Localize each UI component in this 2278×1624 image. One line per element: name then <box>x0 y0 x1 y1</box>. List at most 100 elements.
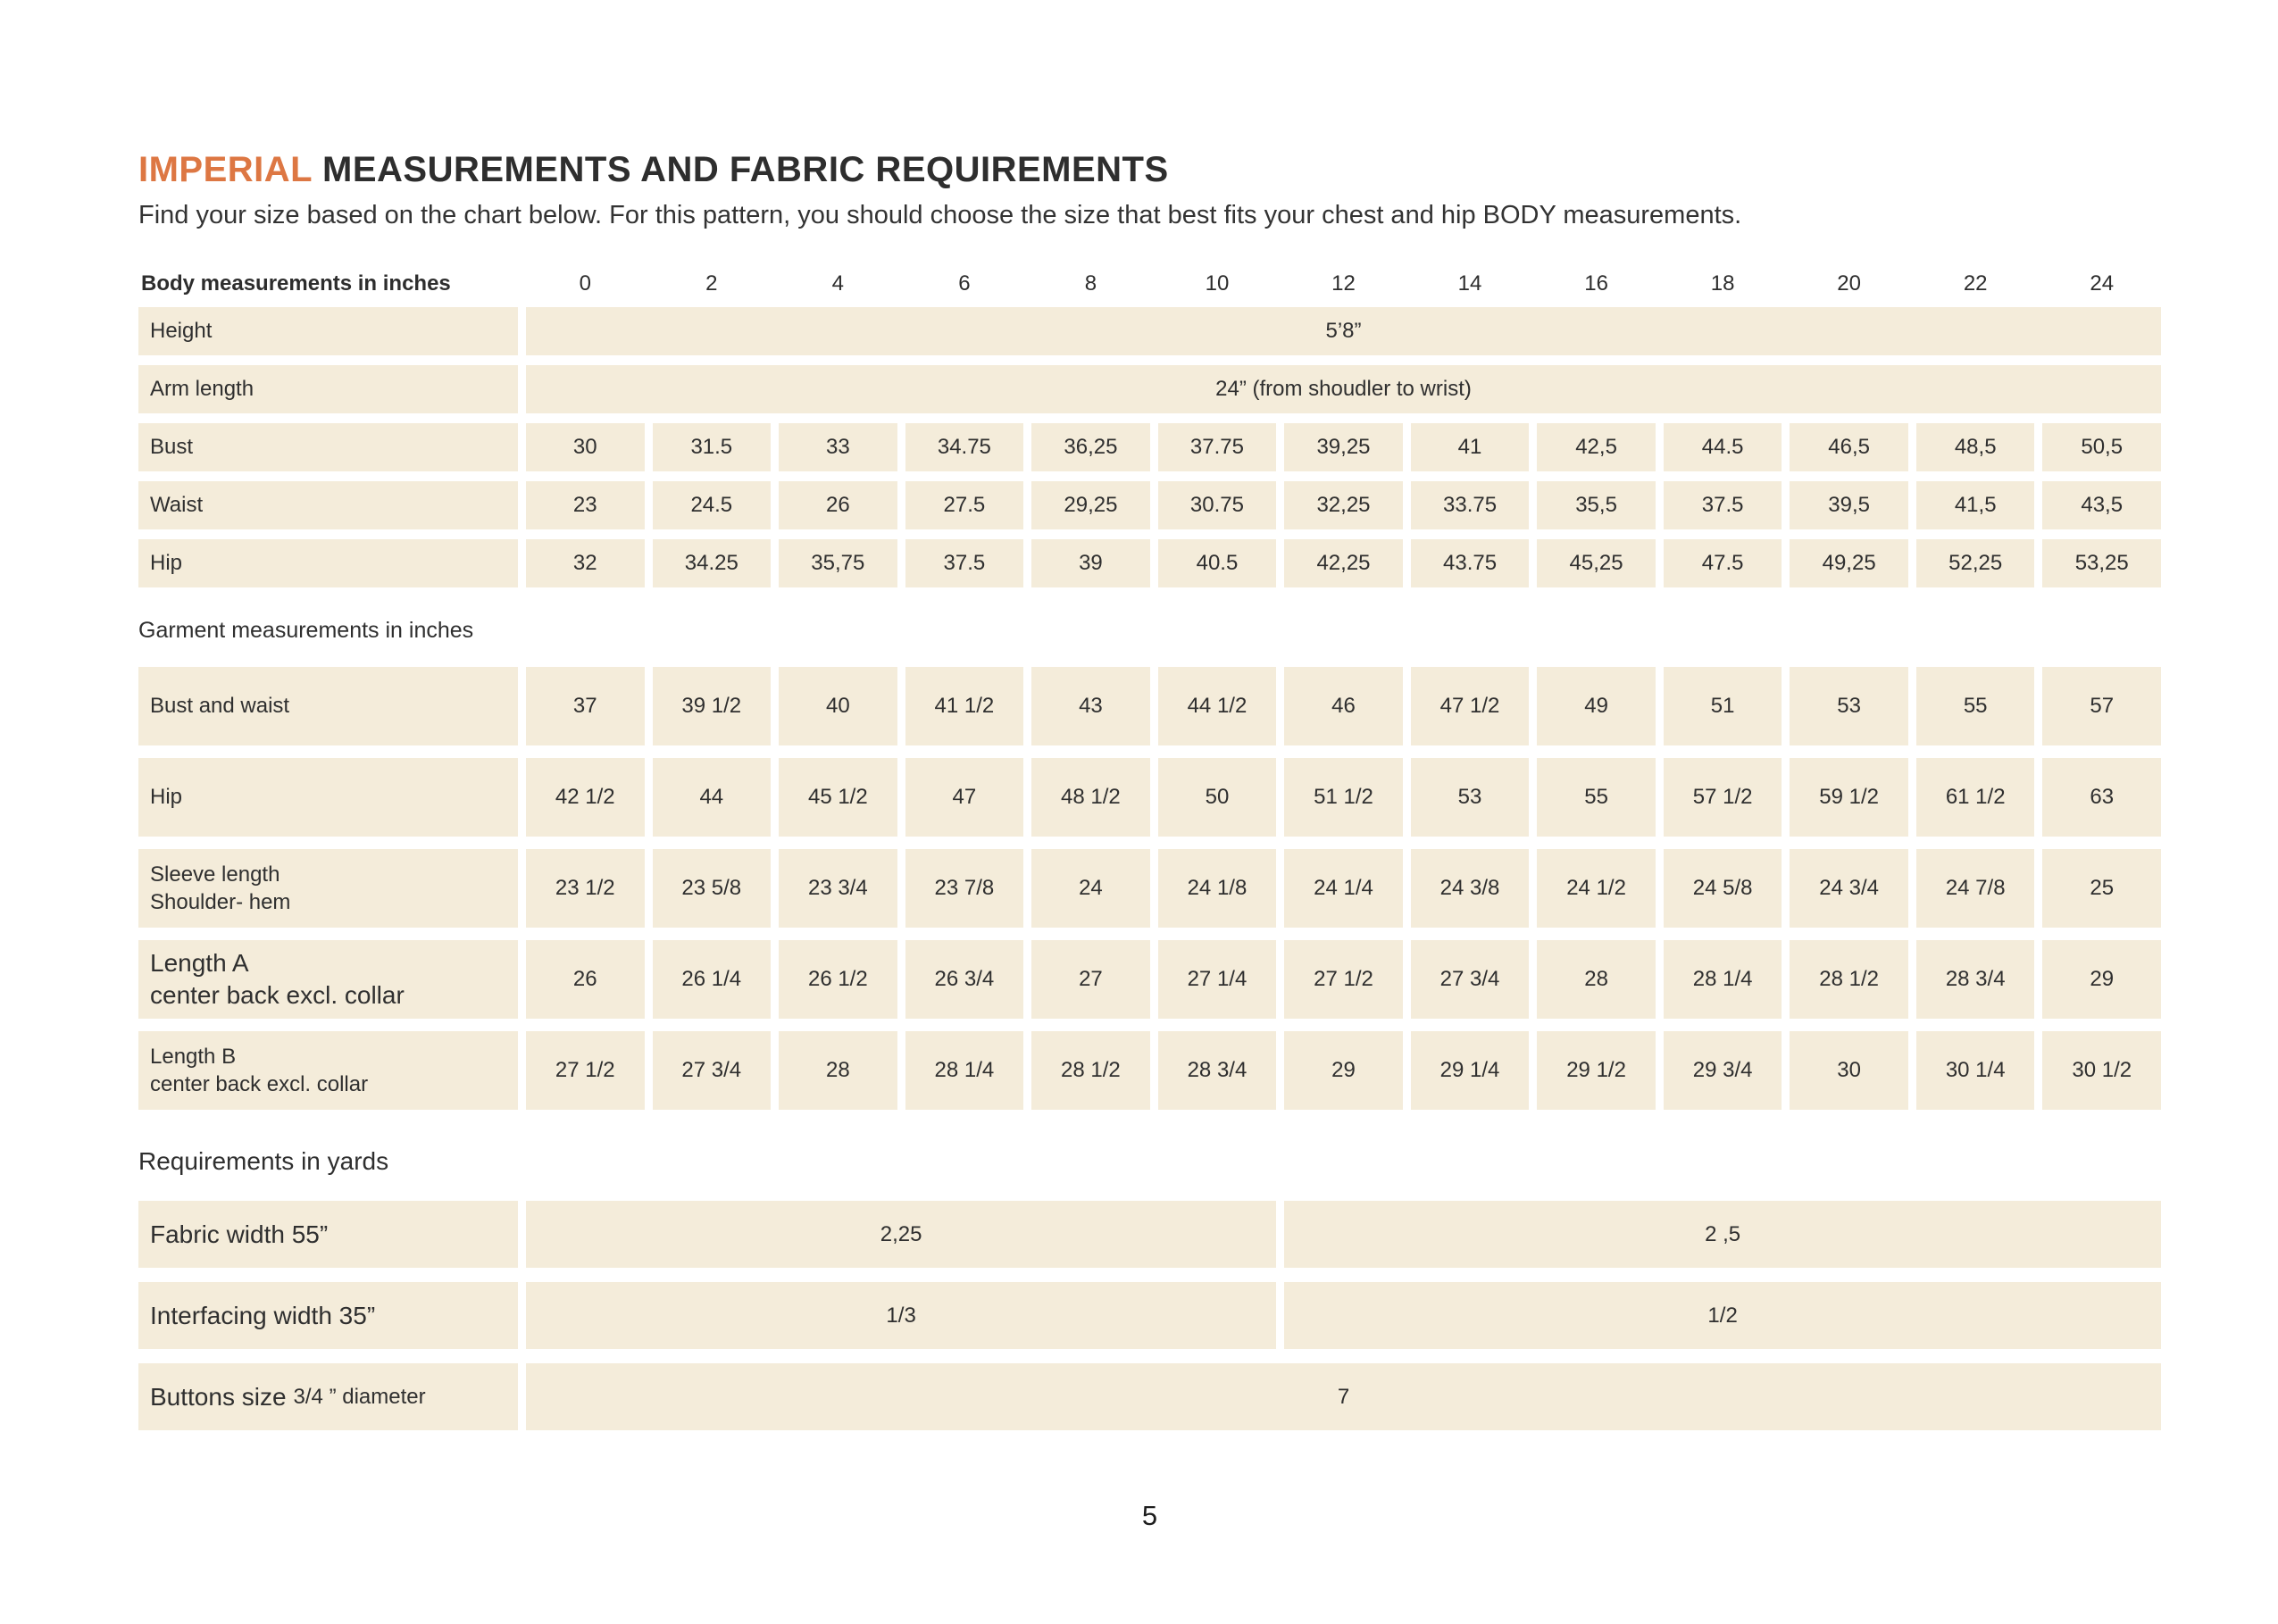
table-cell: 28 1/2 <box>1790 940 1908 1020</box>
table-cell: 44.5 <box>1663 423 1782 472</box>
row-label: Bust <box>138 423 518 472</box>
table-cell: 37.5 <box>905 539 1024 588</box>
table-cell: 29 <box>1284 1031 1403 1111</box>
table-cell: 57 <box>2042 667 2161 746</box>
table-cell: 53,25 <box>2042 539 2161 588</box>
garment-measurements-table: Bust and waist 37 39 1/2 40 41 1/2 43 44 1/2 46… <box>138 667 2161 1111</box>
table-cell: 25 <box>2042 849 2161 929</box>
table-cell: 52,25 <box>1915 539 2035 588</box>
row-label-text: Interfacing width 35” <box>150 1301 376 1329</box>
row-label: Sleeve length Shoulder- hem <box>138 849 518 929</box>
table-cell: 23 5/8 <box>652 849 772 929</box>
table-cell: 27.5 <box>905 481 1024 530</box>
row-label: Height <box>138 307 518 356</box>
table-cell: 24 1/2 <box>1537 849 1656 929</box>
table-cell: 49,25 <box>1790 539 1908 588</box>
row-label: Length B center back excl. collar <box>138 1031 518 1111</box>
row-label: Bust and waist <box>138 667 518 746</box>
table-cell: 42,25 <box>1284 539 1403 588</box>
table-cell: 47.5 <box>1663 539 1782 588</box>
body-measurements-table: Body measurements in inches 0 2 4 6 8 10 12 14 16… <box>138 271 2161 588</box>
row-label-line1: Hip <box>150 785 183 810</box>
table-cell: 43,5 <box>2042 481 2161 530</box>
table-cell: 23 3/4 <box>779 849 897 929</box>
table-cell: 24 7/8 <box>1915 849 2035 929</box>
table-cell: 46,5 <box>1790 423 1908 472</box>
title-rest: MEASUREMENTS AND FABRIC REQUIREMENTS <box>312 150 1169 189</box>
table-cell: 26 <box>779 481 897 530</box>
table-cell: 59 1/2 <box>1790 758 1908 837</box>
table-cell: 28 <box>1537 940 1656 1020</box>
table-cell: 29 1/4 <box>1410 1031 1530 1111</box>
row-label-line1: Sleeve length <box>150 862 280 887</box>
table-cell: 26 3/4 <box>905 940 1024 1020</box>
size-header-value: 16 <box>1584 271 1608 296</box>
intro-text: Find your size based on the chart below.… <box>138 201 1742 229</box>
table-cell: 57 1/2 <box>1663 758 1782 837</box>
table-cell: 27 <box>1031 940 1150 1020</box>
garment-section-label: Garment measurements in inches <box>138 618 474 644</box>
size-header-value: 24 <box>2090 271 2115 296</box>
table-cell: 28 1/4 <box>905 1031 1024 1111</box>
row-label-line2: Shoulder- hem <box>150 890 291 915</box>
table-cell: 24 3/4 <box>1790 849 1908 929</box>
row-label-text: Fabric width 55” <box>150 1220 329 1248</box>
table-cell: 28 1/4 <box>1663 940 1782 1020</box>
table-cell: 50,5 <box>2042 423 2161 472</box>
table-cell: 26 <box>526 940 645 1020</box>
table-cell: 27 1/2 <box>1284 940 1403 1020</box>
size-header-label: Body measurements in inches <box>141 271 451 296</box>
table-cell: 33 <box>779 423 897 472</box>
size-header-value: 18 <box>1710 271 1735 296</box>
table-cell-span: 24” (from shoudler to wrist) <box>526 365 2161 414</box>
size-header-value: 14 <box>1457 271 1482 296</box>
table-cell: 24 <box>1031 849 1150 929</box>
row-label-line2: center back excl. collar <box>150 981 405 1010</box>
table-cell: 41 <box>1410 423 1530 472</box>
size-header-value: 22 <box>1963 271 1988 296</box>
table-cell: 23 <box>526 481 645 530</box>
row-label: Buttons size 3/4 ” diameter <box>138 1363 518 1431</box>
table-cell: 28 3/4 <box>1157 1031 1277 1111</box>
size-header-value: 12 <box>1331 271 1356 296</box>
row-label: Length A center back excl. collar <box>138 940 518 1020</box>
table-cell: 39,5 <box>1790 481 1908 530</box>
table-cell: 45,25 <box>1537 539 1656 588</box>
page-number: 5 <box>1141 1500 1158 1532</box>
size-header-value: 8 <box>1084 271 1097 296</box>
row-label: Hip <box>138 758 518 837</box>
table-cell: 41 1/2 <box>905 667 1024 746</box>
table-cell: 24.5 <box>652 481 772 530</box>
table-cell: 51 <box>1663 667 1782 746</box>
table-cell: 33.75 <box>1410 481 1530 530</box>
table-cell: 35,5 <box>1537 481 1656 530</box>
table-cell: 26 1/4 <box>652 940 772 1020</box>
row-label: Waist <box>138 481 518 530</box>
table-cell: 55 <box>1537 758 1656 837</box>
size-header-value: 0 <box>579 271 591 296</box>
table-cell: 24 3/8 <box>1410 849 1530 929</box>
table-cell: 28 <box>779 1031 897 1111</box>
table-cell: 40.5 <box>1157 539 1277 588</box>
table-cell: 29 1/2 <box>1537 1031 1656 1111</box>
row-label-line1: Bust and waist <box>150 694 290 719</box>
table-cell: 29,25 <box>1031 481 1150 530</box>
requirements-section-label: Requirements in yards <box>138 1147 389 1176</box>
row-label: Fabric width 55” <box>138 1201 518 1269</box>
table-cell: 32 <box>526 539 645 588</box>
row-label-text: Buttons size <box>150 1382 287 1411</box>
table-cell: 27 1/2 <box>526 1031 645 1111</box>
table-cell: 42,5 <box>1537 423 1656 472</box>
table-cell: 28 3/4 <box>1915 940 2035 1020</box>
row-label-line2: center back excl. collar <box>150 1072 369 1097</box>
table-cell: 30 <box>526 423 645 472</box>
table-cell: 51 1/2 <box>1284 758 1403 837</box>
table-cell: 42 1/2 <box>526 758 645 837</box>
table-cell: 28 1/2 <box>1031 1031 1150 1111</box>
row-label-small: 3/4 ” diameter <box>293 1384 426 1409</box>
row-label-line1: Length B <box>150 1044 237 1069</box>
table-cell: 43.75 <box>1410 539 1530 588</box>
table-cell-span: 7 <box>526 1363 2161 1431</box>
table-cell: 27 3/4 <box>652 1031 772 1111</box>
